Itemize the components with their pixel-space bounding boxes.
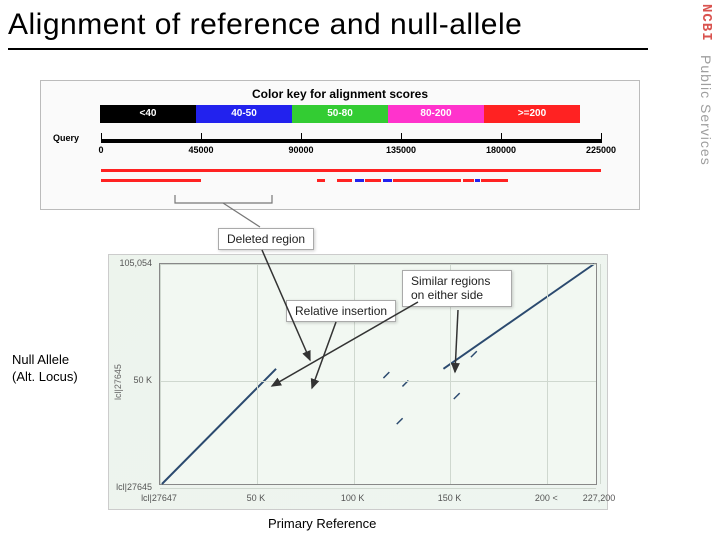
dotplot-xtick-label: 50 K (247, 493, 266, 503)
grid-line-horizontal (160, 488, 596, 489)
alignment-hit-segment (475, 179, 479, 182)
alignment-hit-segment (337, 179, 353, 182)
callout-deleted-region: Deleted region (218, 228, 314, 250)
grid-line-vertical (160, 264, 161, 484)
axis-tick (101, 133, 102, 143)
null-allele-line2: (Alt. Locus) (12, 369, 78, 384)
dotplot-xtick-label: lcl|27647 (141, 493, 177, 503)
brand-public-services: Public Services (698, 55, 714, 166)
dotplot-diagonal (162, 369, 276, 484)
axis-line (101, 139, 601, 143)
callout-relative-insertion: Relative insertion (286, 300, 396, 322)
dotplot-y-id: lcl|27645 (113, 364, 123, 400)
alignment-hit-segment (481, 179, 508, 182)
axis-tick (601, 133, 602, 143)
axis-tick (501, 133, 502, 143)
dotplot-short-mark (471, 351, 477, 357)
alignment-hit-segment (317, 179, 326, 182)
null-allele-line1: Null Allele (12, 352, 69, 367)
dotplot-ytick-label: 105,054 (119, 258, 152, 268)
score-bin: 80-200 (388, 105, 484, 123)
dotplot-ytick-label: lcl|27645 (116, 482, 152, 492)
axis-tick-label: 225000 (586, 145, 616, 155)
dotplot-ytick-label: 50 K (133, 375, 152, 385)
alignment-hit-segment (383, 179, 392, 182)
grid-line-vertical (600, 264, 601, 484)
score-bin: 50-80 (292, 105, 388, 123)
callout-similar-regions: Similar regions on either side (402, 270, 512, 307)
query-axis: 04500090000135000180000225000 (101, 131, 601, 151)
alignment-hit-segment (365, 179, 381, 182)
query-label: Query (53, 133, 79, 143)
axis-tick-label: 90000 (288, 145, 313, 155)
dotplot-area (159, 263, 597, 485)
dotplot-short-mark (383, 372, 389, 378)
dotplot-short-mark (454, 393, 460, 399)
axis-tick-label: 45000 (188, 145, 213, 155)
score-bin: <40 (100, 105, 196, 123)
alignment-score-panel: Color key for alignment scores <4040-505… (40, 80, 640, 210)
dotplot-xtick-label: 200 < (535, 493, 558, 503)
dotplot-panel: lcl|27645 lcl|2764750 K100 K150 K200 <22… (108, 254, 608, 510)
dotplot-short-mark (397, 418, 403, 424)
slide-title: Alignment of reference and null-allele (8, 8, 522, 42)
dotplot-xtick-label: 100 K (341, 493, 365, 503)
alignment-hit-segment (101, 169, 601, 172)
brand-vertical: NCBI Public Services (698, 4, 714, 165)
y-axis-label-null-allele: Null Allele (Alt. Locus) (12, 352, 78, 386)
grid-line-horizontal (160, 264, 596, 265)
axis-tick-label: 0 (98, 145, 103, 155)
alignment-hit-segment (463, 179, 474, 182)
axis-tick-label: 180000 (486, 145, 516, 155)
grid-line-horizontal (160, 381, 596, 382)
grid-line-vertical (257, 264, 258, 484)
alignment-hit-row (101, 169, 601, 172)
axis-tick (201, 133, 202, 143)
color-key-title: Color key for alignment scores (41, 87, 639, 101)
alignment-hit-segment (101, 179, 201, 182)
title-underline (8, 48, 648, 50)
axis-tick (301, 133, 302, 143)
score-bin: >=200 (484, 105, 580, 123)
alignment-hit-segment (393, 179, 461, 182)
grid-line-vertical (547, 264, 548, 484)
axis-tick-label: 135000 (386, 145, 416, 155)
score-bin: 40-50 (196, 105, 292, 123)
alignment-hit-row (101, 179, 601, 182)
brand-ncbi: NCBI (698, 4, 714, 42)
color-key-bar: <4040-5050-8080-200>=200 (100, 105, 580, 123)
axis-tick (401, 133, 402, 143)
alignment-hit-segment (355, 179, 364, 182)
grid-line-vertical (354, 264, 355, 484)
x-axis-label-primary-reference: Primary Reference (268, 516, 376, 531)
dotplot-xtick-label: 227,200 (583, 493, 616, 503)
dotplot-xtick-label: 150 K (438, 493, 462, 503)
